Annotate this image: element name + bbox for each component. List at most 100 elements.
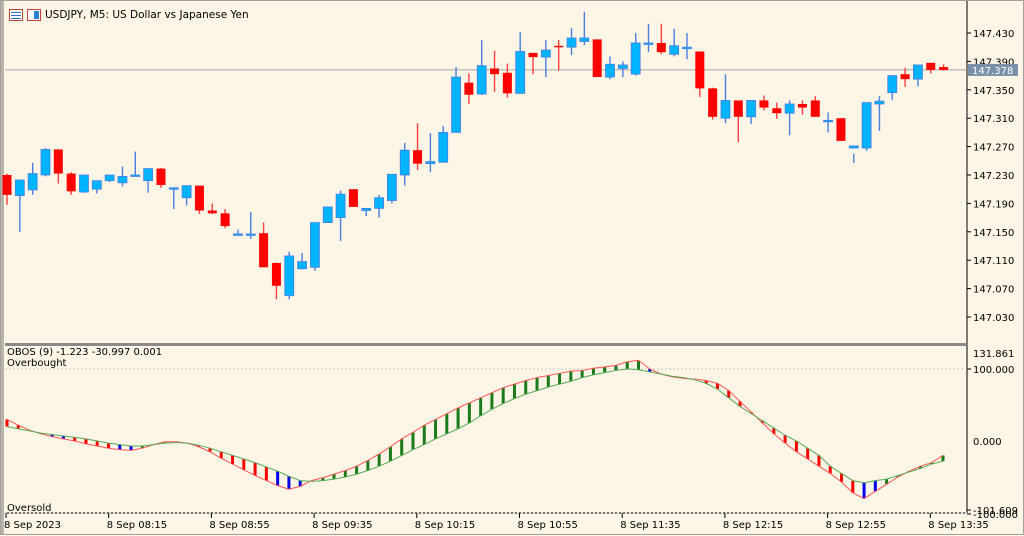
price-tick-label: 147.110 <box>973 256 1014 267</box>
bear-candle <box>259 233 269 268</box>
bull-candle <box>399 149 410 176</box>
bear-candle <box>772 108 782 114</box>
time-tick-label: 8 Sep 08:55 <box>209 520 269 531</box>
time-tick-label: 8 Sep 2023 <box>4 520 61 531</box>
bear-candle <box>53 149 63 174</box>
bull-candle <box>566 37 577 48</box>
bull-candle <box>181 185 192 199</box>
candles <box>2 11 949 300</box>
bear-candle <box>810 100 820 117</box>
bull-candle <box>746 100 757 118</box>
time-tick-label: 8 Sep 12:15 <box>723 520 783 531</box>
price-tick-label: 147.070 <box>973 285 1014 296</box>
bear-candle <box>528 52 538 58</box>
price-tick-label: 147.390 <box>973 57 1014 68</box>
bear-candle <box>220 213 230 227</box>
bear-candle <box>900 74 910 80</box>
bull-candle <box>438 131 449 163</box>
bear-candle <box>759 100 769 108</box>
oversold-label: Oversold <box>7 503 52 514</box>
overbought-label: Overbought <box>7 358 67 369</box>
bull-candle <box>669 45 680 55</box>
bull-candle <box>233 233 243 236</box>
bear-candle <box>592 39 602 78</box>
bull-candle <box>168 187 179 190</box>
indicator-tick-label: 0.000 <box>973 437 1002 448</box>
bull-candle <box>245 233 256 236</box>
indicator-tick-label: -101.609 <box>973 506 1018 517</box>
bull-candle <box>322 206 333 223</box>
bear-candle <box>207 210 217 214</box>
bull-candle <box>386 173 397 201</box>
price-tick-label: 147.350 <box>973 86 1014 97</box>
bull-candle <box>630 42 641 75</box>
chart-title: USDJPY, M5: US Dollar vs Japanese Yen <box>45 9 249 21</box>
bull-candle <box>682 46 692 50</box>
time-tick-label: 8 Sep 08:15 <box>107 520 167 531</box>
bull-candle <box>27 173 38 191</box>
bull-candle <box>14 179 25 196</box>
price-tick-label: 147.030 <box>973 313 1014 324</box>
bear-candle <box>695 51 705 89</box>
bear-candle <box>926 62 936 70</box>
bear-candle <box>413 150 423 164</box>
pane-divider[interactable] <box>5 343 967 346</box>
chart-grid-icon[interactable] <box>9 9 23 21</box>
bull-candle <box>643 42 654 45</box>
bull-candle <box>451 76 461 133</box>
oscillator-line-b <box>6 368 944 484</box>
indicator-tick-label: 131.861 <box>973 349 1014 360</box>
bear-candle <box>797 104 807 108</box>
chart-template-icon[interactable] <box>27 9 41 21</box>
bear-candle <box>490 68 500 75</box>
bull-candle <box>91 180 102 190</box>
price-tick-label: 147.190 <box>973 199 1014 210</box>
bull-candle <box>823 119 834 123</box>
bull-candle <box>848 145 859 149</box>
bear-candle <box>194 185 204 211</box>
time-tick-label: 8 Sep 09:35 <box>312 520 372 531</box>
bull-candle <box>784 103 795 114</box>
bull-candle <box>579 37 590 42</box>
bull-candle <box>143 168 154 182</box>
price-tick-label: 147.430 <box>973 29 1014 40</box>
bear-candle <box>271 263 281 286</box>
oscillator-histogram <box>5 360 945 499</box>
chart-title-bar: USDJPY, M5: US Dollar vs Japanese Yen <box>9 7 249 23</box>
indicator-tick-label: 100.000 <box>973 365 1014 376</box>
bear-candle <box>502 72 512 94</box>
bull-candle <box>310 222 320 268</box>
indicator-tick-label: -100.000 <box>973 510 1018 521</box>
bull-candle <box>913 64 923 80</box>
bear-candle <box>836 118 846 141</box>
bull-candle <box>425 161 436 165</box>
bull-candle <box>335 193 346 218</box>
price-tick-label: 147.270 <box>973 143 1014 154</box>
bear-candle <box>939 67 949 70</box>
bull-candle <box>297 261 307 270</box>
oscillator-line-a <box>6 359 944 500</box>
time-tick-label: 8 Sep 12:55 <box>826 520 886 531</box>
bull-candle <box>540 49 551 58</box>
bull-candle <box>720 100 731 119</box>
price-tick-label: 147.230 <box>973 171 1014 182</box>
time-tick-label: 8 Sep 13:35 <box>928 520 988 531</box>
bull-candle <box>284 255 295 297</box>
current-price-value: 147.378 <box>972 66 1013 77</box>
bear-candle <box>554 45 564 48</box>
bear-candle <box>2 175 12 195</box>
time-tick-label: 8 Sep 10:55 <box>518 520 578 531</box>
bear-candle <box>156 168 166 185</box>
bull-candle <box>874 100 885 105</box>
bear-candle <box>708 88 718 117</box>
price-tick-label: 147.310 <box>973 114 1014 125</box>
window-left-edge <box>1 1 4 534</box>
bull-candle <box>887 75 898 94</box>
bull-candle <box>605 63 615 78</box>
bull-candle <box>130 174 141 177</box>
bull-candle <box>476 65 487 95</box>
bull-candle <box>861 102 872 149</box>
price-tick-label: 147.150 <box>973 228 1014 239</box>
